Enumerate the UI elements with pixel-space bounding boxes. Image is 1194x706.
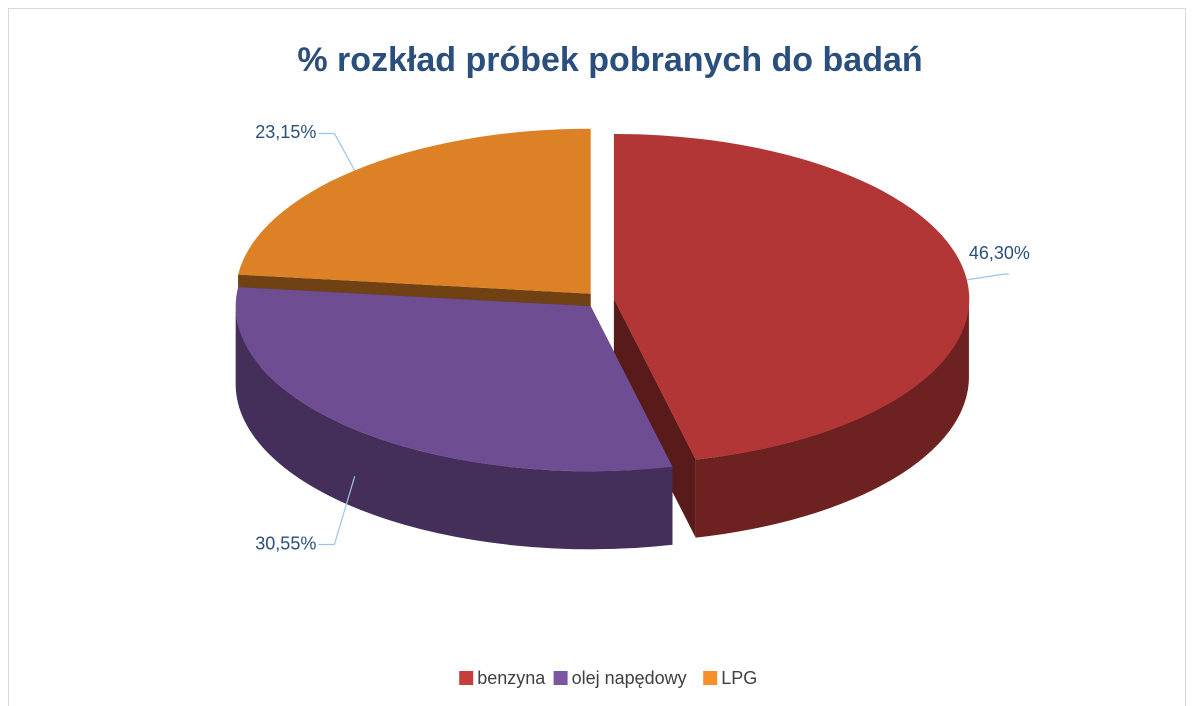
slice (235, 287, 673, 472)
legend-swatch (459, 671, 474, 685)
slice-shade (238, 128, 591, 294)
legend-label: olej napędowy (572, 668, 687, 688)
leader-line (966, 273, 1009, 281)
data-labels: 46,30% 30,55% 23,15% (255, 122, 1030, 553)
legend-label: benzyna (477, 668, 546, 688)
pie-tops (235, 128, 970, 472)
legend: benzyna olej napędowy LPG (459, 668, 757, 688)
slice-shade (235, 287, 673, 472)
slice-wall-shade (695, 299, 969, 538)
legend-swatch (703, 671, 718, 685)
data-label: 30,55% (255, 533, 316, 553)
slice-side-shade (613, 299, 696, 538)
slice-shade (613, 133, 970, 460)
slice-wall-shade (235, 306, 673, 550)
leader-line (318, 132, 356, 171)
data-label: 23,15% (255, 122, 316, 142)
legend-label: LPG (721, 668, 757, 688)
leader-line (318, 476, 356, 546)
slice (238, 128, 591, 294)
chart-title: % rozkład próbek pobranych do badań (297, 41, 922, 79)
slice (613, 133, 970, 460)
legend-swatch (553, 671, 568, 685)
slice-wall (235, 306, 673, 550)
data-label: 46,30% (969, 243, 1030, 263)
slice-wall (695, 299, 969, 538)
